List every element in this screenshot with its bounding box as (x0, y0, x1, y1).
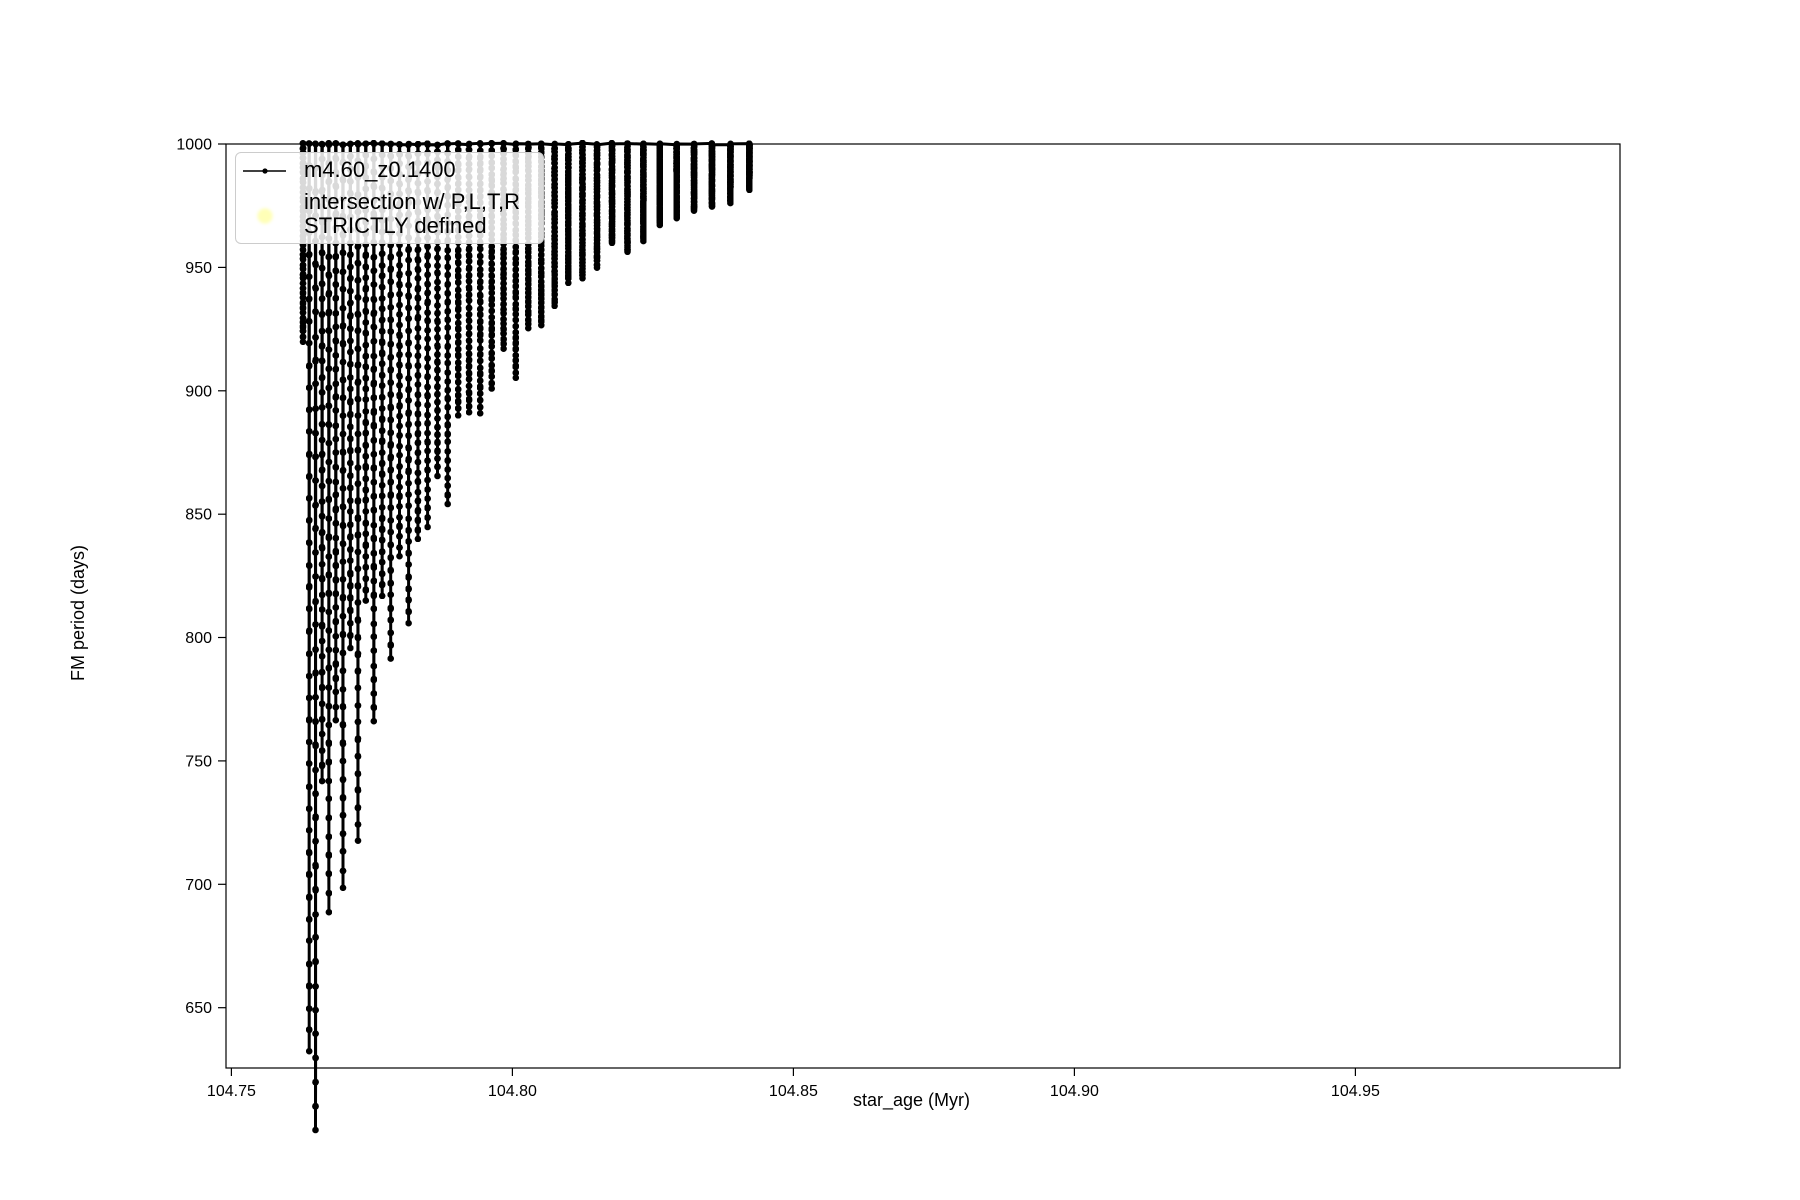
svg-text:800: 800 (185, 630, 212, 647)
svg-text:104.95: 104.95 (1331, 1083, 1380, 1100)
svg-text:104.80: 104.80 (488, 1083, 537, 1100)
svg-text:850: 850 (185, 507, 212, 524)
svg-text:104.90: 104.90 (1050, 1083, 1099, 1100)
svg-text:900: 900 (185, 383, 212, 400)
svg-text:104.75: 104.75 (207, 1083, 256, 1100)
svg-text:950: 950 (185, 260, 212, 277)
svg-text:650: 650 (185, 1000, 212, 1017)
svg-text:104.85: 104.85 (769, 1083, 818, 1100)
svg-text:750: 750 (185, 753, 212, 770)
svg-text:1000: 1000 (176, 137, 212, 154)
svg-text:700: 700 (185, 877, 212, 894)
